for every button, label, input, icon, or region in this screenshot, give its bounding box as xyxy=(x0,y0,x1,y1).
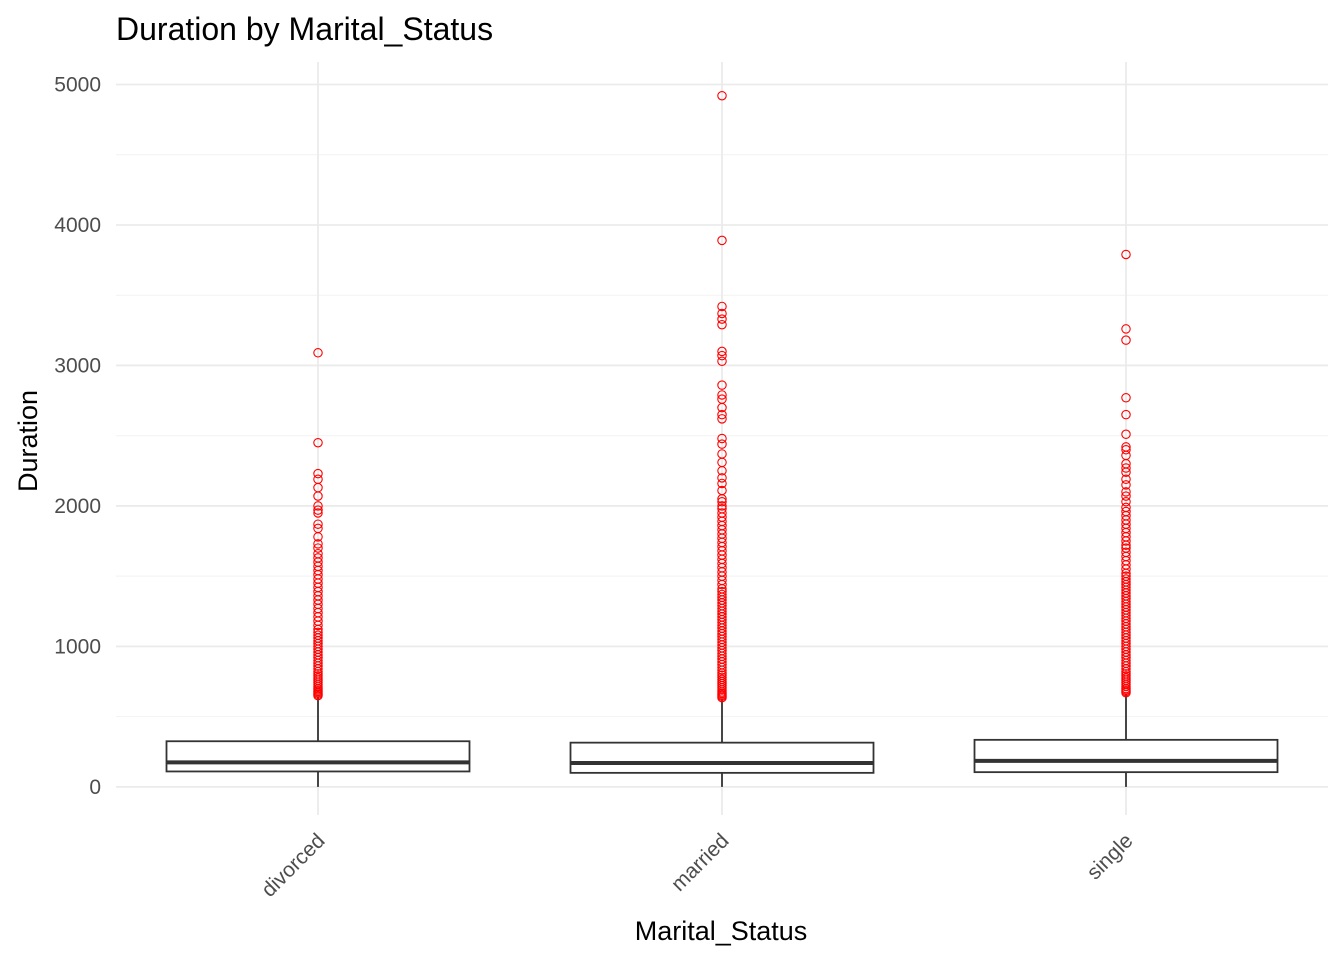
outlier-point xyxy=(717,473,727,483)
outlier-point xyxy=(717,586,727,597)
outlier-point xyxy=(1121,249,1131,260)
outlier-point xyxy=(717,380,727,390)
box-divorced xyxy=(165,348,471,787)
outlier-point xyxy=(1121,474,1131,484)
outlier-point xyxy=(717,235,727,246)
outlier-point xyxy=(1121,324,1131,334)
outlier-point xyxy=(1121,442,1131,452)
outlier-point xyxy=(1121,487,1131,497)
box-single xyxy=(973,249,1279,787)
box-married xyxy=(569,90,875,787)
outlier-point xyxy=(313,437,323,448)
outlier-point xyxy=(1121,502,1131,513)
outlier-point xyxy=(717,478,727,489)
outlier-point xyxy=(717,496,727,507)
outlier-point xyxy=(313,543,323,553)
outlier-point xyxy=(1121,547,1131,558)
outlier-point xyxy=(313,523,323,534)
chart-title: Duration by Marital_Status xyxy=(116,11,493,47)
outlier-point xyxy=(1121,444,1131,455)
y-tick-label: 2000 xyxy=(54,495,101,518)
outlier-point xyxy=(717,394,727,404)
outlier-point xyxy=(717,508,727,518)
y-axis-ticks: 0 1000 2000 3000 4000 5000 xyxy=(54,73,101,798)
x-tick-label: divorced xyxy=(257,829,329,901)
outlier-point xyxy=(717,485,727,496)
outlier-point xyxy=(717,308,727,319)
x-axis-ticks: divorced married single xyxy=(257,829,1137,901)
outlier-point xyxy=(717,433,727,444)
outlier-point xyxy=(717,390,727,400)
outlier-point xyxy=(1121,574,1131,584)
outlier-point xyxy=(313,548,323,559)
boxes-layer xyxy=(165,90,1279,787)
y-tick-label: 3000 xyxy=(54,354,101,377)
outlier-point xyxy=(313,474,323,484)
x-axis-title: Marital_Status xyxy=(635,916,808,946)
y-tick-label: 4000 xyxy=(54,214,101,237)
outlier-point xyxy=(1121,543,1131,553)
outlier-point xyxy=(313,539,323,549)
x-tick-label: married xyxy=(667,829,734,896)
iqr-box xyxy=(569,741,875,774)
outlier-point xyxy=(313,553,323,563)
outlier-point xyxy=(717,350,727,361)
y-tick-label: 5000 xyxy=(54,73,101,96)
outlier-point xyxy=(1121,409,1131,420)
outlier-point xyxy=(313,519,323,529)
outlier-point xyxy=(1121,496,1131,507)
x-tick-label: single xyxy=(1082,829,1137,884)
outlier-point xyxy=(313,627,323,638)
outlier-point xyxy=(717,449,727,459)
outlier-point xyxy=(1121,429,1131,440)
outlier-point xyxy=(717,501,727,511)
outlier-point xyxy=(1121,491,1131,501)
outlier-point xyxy=(313,508,323,518)
iqr-box xyxy=(165,740,471,773)
outlier-point xyxy=(313,468,323,479)
outlier-point xyxy=(717,346,727,357)
outlier-point xyxy=(313,505,323,515)
outlier-point xyxy=(717,90,727,101)
y-axis-title: Duration xyxy=(13,390,43,492)
outlier-point xyxy=(717,503,727,514)
iqr-box xyxy=(973,738,1279,774)
outlier-point xyxy=(717,589,727,600)
outlier-point xyxy=(313,348,323,358)
outlier-point xyxy=(717,301,727,312)
outlier-point xyxy=(717,409,727,420)
y-tick-label: 1000 xyxy=(54,635,101,658)
outlier-point xyxy=(1121,335,1131,345)
outlier-point xyxy=(1121,571,1131,581)
y-tick-label: 0 xyxy=(89,776,101,799)
outlier-point xyxy=(313,630,323,640)
outlier-point xyxy=(717,439,727,449)
outlier-point xyxy=(717,356,727,366)
outlier-point xyxy=(313,501,323,511)
outlier-point xyxy=(1121,480,1131,490)
outlier-point xyxy=(1121,463,1131,473)
outlier-point xyxy=(717,414,727,424)
outlier-point xyxy=(717,314,727,324)
outlier-point xyxy=(1121,506,1131,517)
outlier-point xyxy=(1121,393,1131,403)
outlier-point xyxy=(717,319,727,330)
